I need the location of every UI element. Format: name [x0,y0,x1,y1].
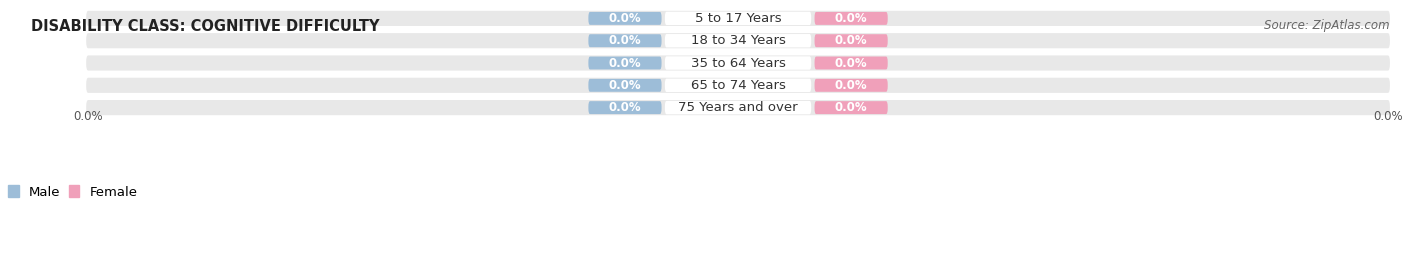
Text: 35 to 64 Years: 35 to 64 Years [690,56,786,69]
Text: 0.0%: 0.0% [1374,110,1403,123]
FancyBboxPatch shape [814,34,887,47]
FancyBboxPatch shape [86,33,1391,48]
Text: 18 to 34 Years: 18 to 34 Years [690,34,786,47]
FancyBboxPatch shape [665,34,811,47]
FancyBboxPatch shape [588,79,662,92]
Text: 0.0%: 0.0% [609,34,641,47]
Text: 0.0%: 0.0% [609,79,641,92]
FancyBboxPatch shape [665,101,811,114]
FancyBboxPatch shape [588,56,662,69]
FancyBboxPatch shape [86,11,1391,26]
FancyBboxPatch shape [814,79,887,92]
FancyBboxPatch shape [588,12,662,25]
Text: 0.0%: 0.0% [835,101,868,114]
FancyBboxPatch shape [86,100,1391,115]
Text: 0.0%: 0.0% [609,101,641,114]
Text: 65 to 74 Years: 65 to 74 Years [690,79,786,92]
Text: 0.0%: 0.0% [609,56,641,69]
FancyBboxPatch shape [665,56,811,70]
Text: DISABILITY CLASS: COGNITIVE DIFFICULTY: DISABILITY CLASS: COGNITIVE DIFFICULTY [31,19,380,34]
FancyBboxPatch shape [814,56,887,69]
Text: 0.0%: 0.0% [835,34,868,47]
Text: 0.0%: 0.0% [835,12,868,25]
FancyBboxPatch shape [665,79,811,92]
FancyBboxPatch shape [86,78,1391,93]
Text: 0.0%: 0.0% [73,110,103,123]
FancyBboxPatch shape [665,12,811,25]
Text: 75 Years and over: 75 Years and over [678,101,797,114]
FancyBboxPatch shape [814,12,887,25]
Text: 5 to 17 Years: 5 to 17 Years [695,12,782,25]
Text: Source: ZipAtlas.com: Source: ZipAtlas.com [1264,19,1389,32]
Legend: Male, Female: Male, Female [3,180,143,204]
FancyBboxPatch shape [588,101,662,114]
Text: 0.0%: 0.0% [835,56,868,69]
FancyBboxPatch shape [814,101,887,114]
Text: 0.0%: 0.0% [835,79,868,92]
FancyBboxPatch shape [86,55,1391,70]
FancyBboxPatch shape [588,34,662,47]
Text: 0.0%: 0.0% [609,12,641,25]
